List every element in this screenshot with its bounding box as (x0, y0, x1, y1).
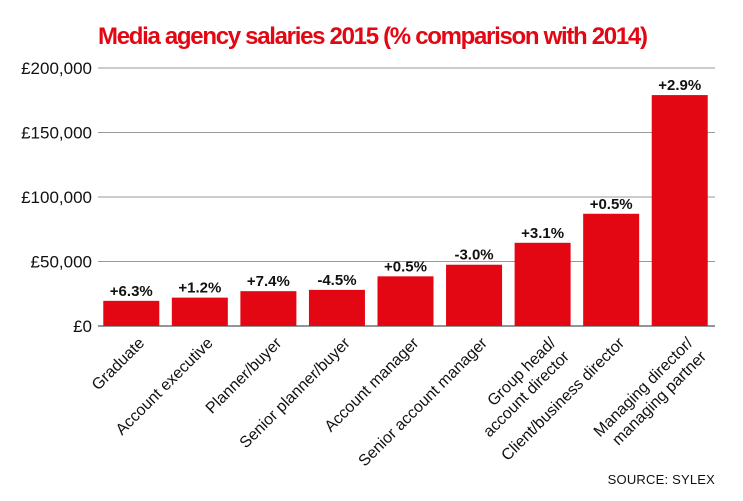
chart-title: Media agency salaries 2015 (% comparison… (98, 23, 647, 50)
source-note: SOURCE: SYLEX (608, 472, 715, 487)
y-axis-ticks: £0 £50,000 £100,000 £150,000 £200,000 (21, 59, 92, 336)
bar (651, 95, 708, 326)
x-tick-label: Senior account manager (356, 334, 492, 470)
bar (171, 297, 228, 326)
bar (377, 276, 434, 326)
x-tick-label: Graduate (89, 335, 148, 394)
data-label: +6.3% (110, 283, 153, 300)
data-label: -4.5% (317, 272, 356, 289)
bar (446, 264, 503, 326)
bar (103, 300, 160, 326)
x-tick-label-line: Senior planner/buyer (237, 334, 355, 452)
data-label: -3.0% (454, 247, 493, 264)
y-tick-label: £100,000 (21, 188, 92, 207)
x-tick-label: Senior planner/buyer (237, 334, 355, 452)
data-label: +3.1% (521, 225, 564, 242)
x-tick-label-line: Senior account manager (356, 334, 492, 470)
data-label: +7.4% (247, 273, 290, 290)
y-tick-label: £200,000 (21, 59, 92, 78)
data-labels: +6.3% +1.2% +7.4% -4.5% +0.5% -3.0% +3.1% +0.5%… (110, 77, 701, 300)
bar (583, 213, 640, 326)
data-label: +1.2% (178, 280, 221, 297)
bar (514, 242, 571, 326)
x-tick-label-line: Graduate (89, 335, 148, 394)
bar (308, 289, 365, 326)
bars (103, 95, 708, 326)
data-label: +0.5% (590, 196, 633, 213)
bar (240, 291, 297, 326)
y-tick-label: £0 (73, 317, 92, 336)
data-label: +0.5% (384, 258, 427, 275)
y-tick-label: £50,000 (31, 253, 92, 272)
y-tick-label: £150,000 (21, 124, 92, 143)
data-label: +2.9% (658, 77, 701, 94)
